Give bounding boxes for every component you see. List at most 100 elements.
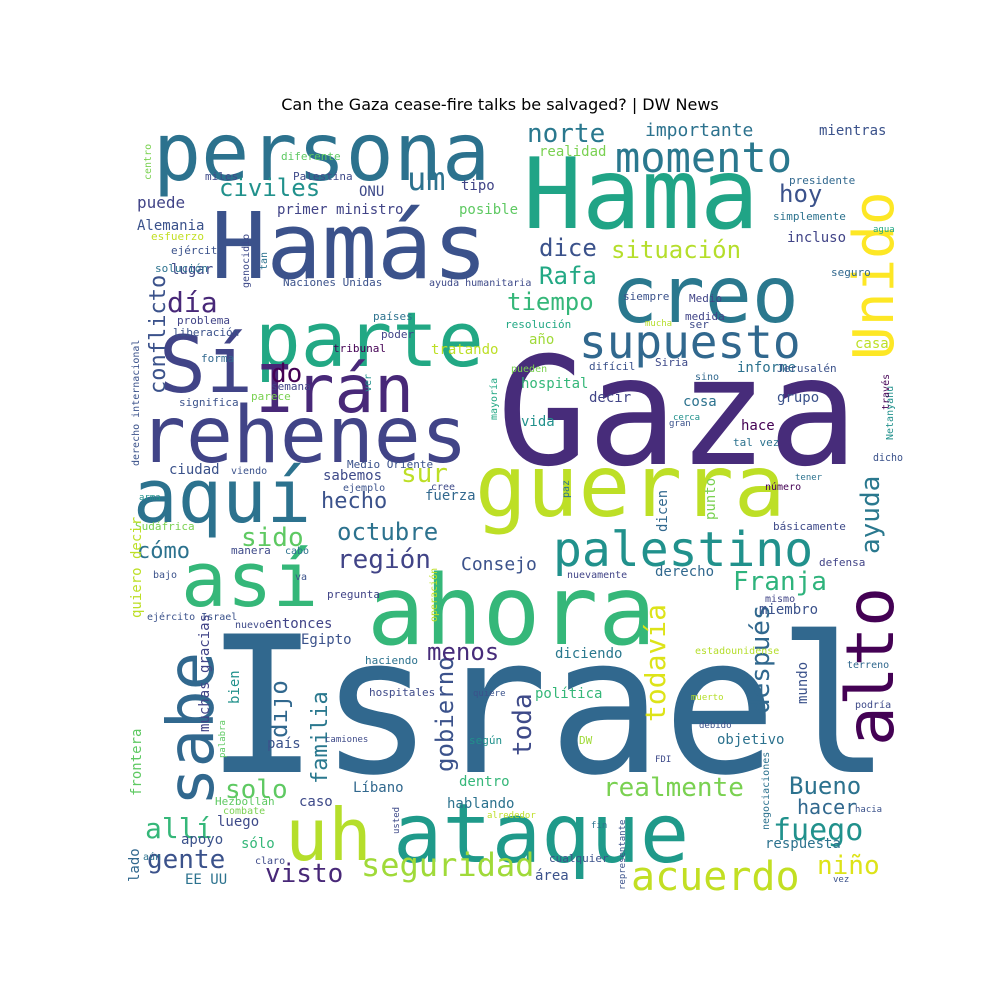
- word-palestino: palestino: [553, 522, 813, 578]
- word-podria: podría: [855, 699, 891, 711]
- word-tal-vez: tal vez: [733, 436, 779, 449]
- word-mucha: mucha: [645, 319, 672, 329]
- word-ciudad: ciudad: [169, 462, 220, 478]
- word-camiones: camiones: [325, 735, 368, 745]
- word-bueno: Bueno: [789, 772, 861, 800]
- word-realmente: realmente: [603, 773, 744, 803]
- word-ahora: ahora: [367, 555, 656, 667]
- word-ejemplo: ejemplo: [343, 483, 385, 494]
- word-debido: debido: [699, 721, 732, 731]
- word-claro: claro: [255, 856, 285, 867]
- word-hablando: hablando: [447, 796, 514, 812]
- word-operacion: operación: [428, 568, 440, 622]
- word-respuesta: respuesta: [765, 836, 841, 852]
- word-solo: sólo: [241, 836, 275, 852]
- word-haciendo: haciendo: [365, 654, 418, 667]
- word-rafa: Rafa: [539, 262, 597, 290]
- word-vida: vida: [521, 414, 555, 430]
- word-importante: importante: [645, 120, 753, 141]
- word-dw: DW: [579, 734, 593, 747]
- word-dificil: difícil: [589, 360, 635, 373]
- word-sabemos: sabemos: [323, 468, 382, 484]
- word-usted: usted: [392, 807, 402, 834]
- word-bajo: bajo: [153, 570, 177, 581]
- word-ver: ver: [363, 374, 374, 392]
- word-arma: arma: [139, 493, 161, 503]
- word-va: va: [295, 572, 307, 583]
- word-todavia: todavía: [639, 604, 672, 722]
- word-iran: Irán: [255, 351, 414, 428]
- word-decir: decir: [589, 390, 631, 406]
- word-momento: momento: [615, 133, 792, 182]
- word-hacia: hacia: [855, 805, 882, 815]
- word-tan: tan: [259, 252, 270, 270]
- word-fdi: FDI: [655, 755, 671, 765]
- word-muerto: muerto: [691, 693, 724, 703]
- word-norte: norte: [527, 120, 605, 149]
- word-sido: sido: [241, 523, 304, 553]
- word-hecho: hecho: [321, 489, 387, 514]
- word-siria: Siria: [655, 356, 688, 369]
- word-paises: países: [373, 310, 413, 323]
- word-derecho: derecho: [655, 564, 714, 580]
- word-ee-uu: EE UU: [185, 872, 227, 888]
- word-toda: toda: [508, 693, 538, 756]
- word-ayuda: ayuda: [856, 476, 886, 554]
- word-realidad: realidad: [539, 144, 606, 160]
- word-ser: ser: [689, 318, 709, 331]
- word-hamas: Hamás: [211, 193, 488, 300]
- word-seguro: seguro: [831, 266, 871, 279]
- word-alemania: Alemania: [137, 218, 204, 234]
- word-medio-oriente: Medio Oriente: [347, 458, 433, 471]
- word-punto: punto: [703, 478, 719, 520]
- word-cree: cree: [431, 482, 455, 493]
- word-naciones-unidas: Naciones Unidas: [283, 276, 382, 289]
- word-representante: representante: [618, 820, 628, 890]
- word-diciendo: diciendo: [555, 646, 622, 662]
- word-octubre: octubre: [337, 518, 438, 546]
- word-viendo: viendo: [231, 466, 267, 477]
- word-sabe: sabe: [155, 652, 229, 806]
- word-sur: sur: [401, 459, 448, 489]
- word-palabra: palabra: [218, 720, 228, 758]
- word-fuerza: fuerza: [425, 488, 476, 504]
- word-vez: vez: [833, 875, 849, 885]
- word-familia: familia: [308, 691, 333, 784]
- word-negociaciones: negociaciones: [761, 752, 772, 830]
- word-quiere: quiere: [473, 689, 506, 699]
- word-presidente: presidente: [789, 174, 855, 187]
- word-traves: través: [880, 374, 892, 410]
- word-liberacion: liberación: [173, 326, 239, 339]
- word-muchas-gracias: muchas gracias: [197, 614, 213, 732]
- word-mundo: mundo: [795, 662, 811, 704]
- word-genocidio: genocidio: [241, 234, 252, 288]
- word-tratando: tratando: [431, 342, 498, 358]
- word-gran: gran: [669, 419, 691, 429]
- word-parece: parece: [251, 390, 291, 403]
- word-dia: día: [167, 286, 218, 319]
- word-agua: agua: [873, 225, 895, 235]
- word-fin: fin: [591, 821, 607, 831]
- word-hama: Hama: [523, 138, 759, 252]
- word-guerra: guerra: [475, 437, 786, 537]
- word-problema: problema: [177, 314, 230, 327]
- word-alrededor: alrededor: [487, 811, 536, 821]
- word-como: cómo: [137, 539, 190, 564]
- word-hospitales: hospitales: [369, 686, 435, 699]
- word-objetivo: objetivo: [717, 732, 784, 748]
- word-politica: política: [535, 686, 602, 702]
- word-asi: así: [181, 535, 318, 624]
- word-grupo: grupo: [777, 390, 819, 406]
- word-cualquier: cualquier: [549, 852, 609, 865]
- word-si: Sí: [159, 321, 253, 411]
- word-hoy: hoy: [779, 180, 822, 208]
- word-dicen: dicen: [655, 490, 671, 532]
- word-combate: combate: [223, 806, 265, 817]
- word-entonces: entonces: [265, 616, 332, 632]
- word-jerusalen: Jerusalén: [777, 362, 837, 375]
- word-cosa: cosa: [683, 394, 717, 410]
- word-ejercito-israel: ejército Israel: [147, 611, 237, 623]
- word-pais: país: [267, 736, 301, 752]
- word-cerca: cerca: [673, 413, 700, 423]
